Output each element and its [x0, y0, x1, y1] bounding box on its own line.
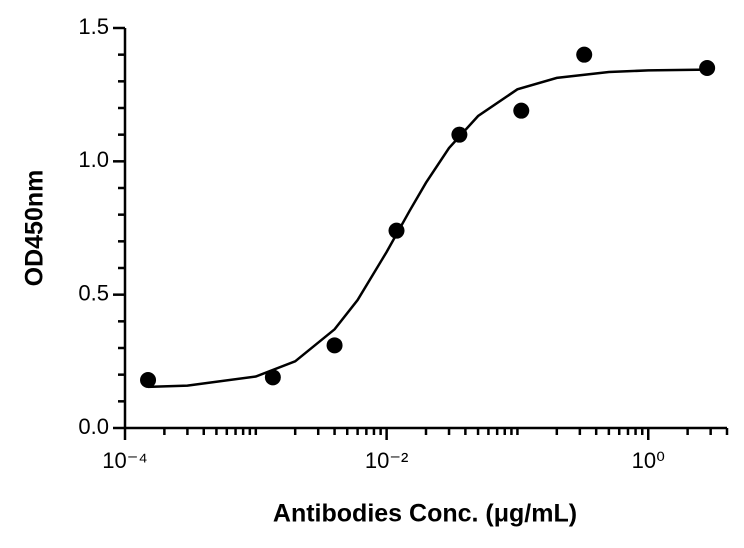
- y-tick-label: 0.5: [78, 280, 109, 305]
- x-tick-label: 10⁰: [632, 448, 665, 473]
- point: [326, 337, 343, 354]
- point: [576, 46, 593, 63]
- x-axis-title: Antibodies Conc. (μg/mL): [273, 500, 577, 528]
- point: [140, 372, 157, 388]
- y-tick-label: 1.0: [78, 147, 109, 172]
- point: [451, 126, 468, 143]
- x-tick-label: 10⁻⁴: [102, 448, 148, 473]
- fit-curve: [147, 68, 707, 389]
- x-tick-label: 10⁻²: [365, 448, 408, 473]
- point: [388, 222, 405, 239]
- y-axis-title: OD450nm: [21, 170, 49, 287]
- point: [513, 102, 530, 119]
- point: [264, 369, 281, 386]
- y-tick-label: 0.0: [78, 414, 109, 439]
- point: [699, 60, 716, 76]
- y-tick-label: 1.5: [78, 14, 109, 39]
